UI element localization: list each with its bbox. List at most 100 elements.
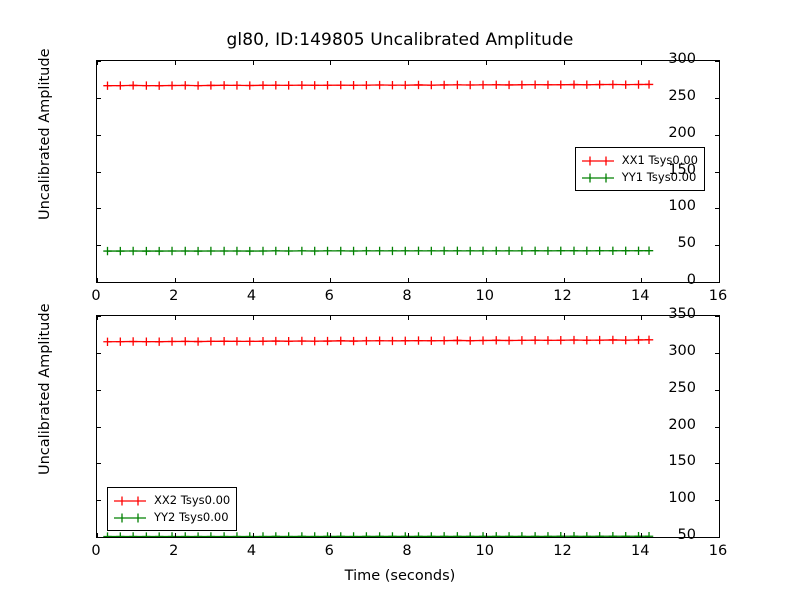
bottom-legend-item[interactable]: YY2 Tsys0.00 — [113, 509, 230, 526]
bottom-y-tick-right — [715, 463, 719, 465]
bottom-x-tick-label: 2 — [169, 543, 179, 559]
bottom-legend-label: YY2 Tsys0.00 — [154, 509, 229, 524]
top-x-tick-top — [174, 61, 176, 65]
top-x-tick-top — [563, 61, 565, 65]
top-x-tick-top — [330, 61, 332, 65]
top-plot-svg — [103, 80, 654, 256]
top-y-tick-label: 50 — [677, 235, 696, 252]
top-legend-item[interactable]: YY1 Tsys0.00 — [581, 169, 698, 186]
bottom-x-tick-top — [408, 316, 409, 320]
bottom-x-tick — [485, 533, 487, 537]
bottom-x-tick-top — [252, 316, 254, 320]
bottom-x-tick — [97, 533, 98, 537]
bottom-legend[interactable]: XX2 Tsys0.00 YY2 Tsys0.00 — [107, 487, 238, 531]
top-y-tick — [97, 134, 101, 136]
top-x-tick — [174, 278, 176, 282]
top-y-tick — [97, 282, 101, 283]
top-y-tick — [97, 171, 101, 173]
top-y-tick-label: 250 — [668, 87, 696, 104]
top-x-tick-label: 0 — [91, 288, 101, 304]
bottom-x-tick-top — [97, 316, 98, 320]
bottom-y-tick — [97, 463, 101, 465]
bottom-y-tick-label: 350 — [668, 306, 696, 322]
bottom-y-tick-label: 200 — [668, 416, 696, 433]
bottom-x-tick-top — [174, 316, 176, 320]
top-x-tick-top — [97, 61, 98, 65]
bottom-x-tick-label: 12 — [553, 543, 572, 559]
top-legend-label: XX1 Tsys0.00 — [621, 152, 698, 167]
top-x-tick-label: 8 — [402, 288, 412, 304]
top-y-tick-right — [715, 171, 719, 173]
top-y-tick-right — [715, 282, 719, 283]
bottom-y-tick-label: 100 — [668, 490, 696, 507]
bottom-y-tick — [97, 537, 101, 538]
bottom-x-tick-top — [641, 316, 643, 320]
series-xx2 — [103, 335, 654, 346]
top-x-tick — [563, 278, 565, 282]
bottom-x-tick-label: 6 — [324, 543, 334, 559]
top-x-tick — [97, 278, 98, 282]
top-x-tick-top — [252, 61, 254, 65]
top-x-tick-label: 10 — [475, 288, 494, 304]
bottom-x-tick-label: 14 — [631, 543, 650, 559]
top-legend-label: YY1 Tsys0.00 — [621, 169, 697, 184]
bottom-y-tick — [97, 316, 101, 317]
bottom-y-tick-right — [715, 316, 719, 317]
bottom-x-tick-top — [485, 316, 487, 320]
top-legend-swatch — [581, 156, 614, 165]
bottom-plot-svg — [103, 335, 654, 537]
bottom-y-tick — [97, 352, 101, 354]
top-y-tick-right — [715, 208, 719, 210]
bottom-x-tick — [408, 533, 409, 537]
top-y-axis-title: Uncalibrated Amplitude — [37, 48, 53, 220]
top-x-tick-label: 14 — [631, 288, 650, 304]
top-legend-item[interactable]: XX1 Tsys0.00 — [581, 152, 698, 169]
bottom-plot-axes: XX2 Tsys0.00 YY2 Tsys0.00 — [96, 315, 720, 538]
top-plot-area — [97, 61, 719, 282]
top-y-tick-right — [715, 97, 719, 99]
bottom-y-tick-right — [715, 426, 719, 428]
bottom-y-axis-title: Uncalibrated Amplitude — [37, 303, 53, 475]
bottom-y-tick-label: 250 — [668, 379, 696, 396]
bottom-x-tick-top — [719, 316, 720, 320]
top-x-tick — [252, 278, 254, 282]
top-x-tick-top — [485, 61, 487, 65]
top-legend[interactable]: XX1 Tsys0.00 YY1 Tsys0.00 — [574, 147, 705, 191]
top-x-tick — [641, 278, 643, 282]
bottom-y-tick-right — [715, 389, 719, 391]
top-x-tick — [719, 278, 720, 282]
top-y-tick — [97, 61, 101, 62]
bottom-x-tick — [563, 533, 565, 537]
bottom-x-tick — [330, 533, 332, 537]
top-x-tick-label: 4 — [246, 288, 257, 304]
series-xx1 — [103, 80, 654, 90]
bottom-y-tick-label: 300 — [668, 342, 696, 359]
top-y-tick-label: 100 — [668, 198, 696, 215]
top-x-tick-label: 16 — [708, 288, 728, 304]
top-x-tick — [485, 278, 487, 282]
top-y-tick — [97, 208, 101, 210]
bottom-x-tick-top — [563, 316, 565, 320]
bottom-x-tick — [719, 533, 720, 537]
top-y-tick-label: 0 — [686, 272, 696, 288]
bottom-x-tick-label: 0 — [91, 543, 101, 559]
bottom-legend-item[interactable]: XX2 Tsys0.00 — [113, 492, 230, 509]
top-plot-axes: XX1 Tsys0.00 YY1 Tsys0.00 — [96, 60, 720, 283]
bottom-legend-label: XX2 Tsys0.00 — [154, 492, 231, 507]
bottom-x-tick — [174, 533, 176, 537]
top-x-tick-top — [641, 61, 643, 65]
series-yy1 — [103, 246, 654, 256]
top-x-tick — [330, 278, 332, 282]
top-y-tick — [97, 97, 101, 99]
top-y-tick-right — [715, 134, 719, 136]
bottom-x-tick-label: 8 — [402, 543, 412, 559]
bottom-y-tick-label: 50 — [677, 527, 696, 543]
bottom-y-tick-right — [715, 537, 719, 538]
bottom-legend-swatch — [114, 513, 146, 522]
top-y-tick-right — [715, 61, 719, 62]
top-x-tick-label: 2 — [169, 288, 179, 304]
top-x-tick-label: 6 — [324, 288, 334, 304]
top-y-tick-right — [715, 245, 719, 247]
page-title: gl80, ID:149805 Uncalibrated Amplitude — [226, 30, 574, 50]
top-x-tick-top — [719, 61, 720, 65]
